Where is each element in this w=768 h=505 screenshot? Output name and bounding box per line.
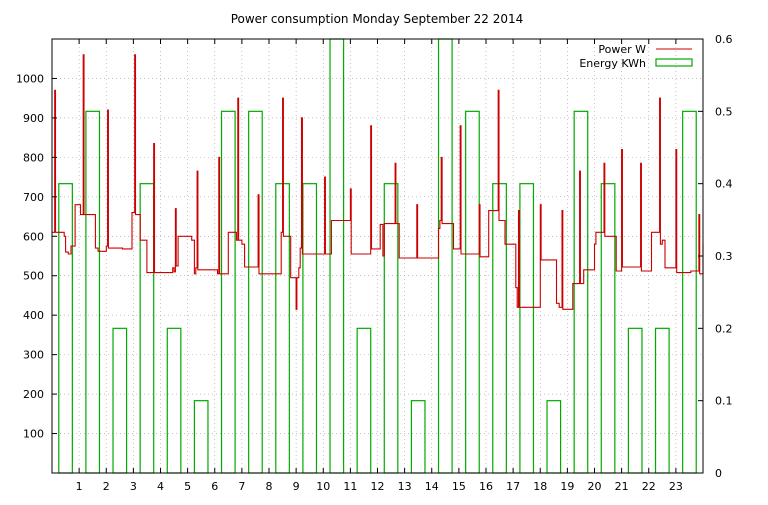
y-right-tick-label: 0.5 (715, 105, 733, 118)
energy-bar (546, 400, 562, 474)
energy-bar (302, 183, 318, 474)
y-left-tick-label: 100 (23, 428, 44, 441)
x-tick-label: 18 (533, 480, 547, 493)
x-tick-label: 9 (293, 480, 300, 493)
x-tick-label: 4 (157, 480, 164, 493)
energy-bar (329, 38, 345, 474)
x-tick-label: 19 (560, 480, 574, 493)
x-tick-label: 3 (130, 480, 137, 493)
y-left-tick-label: 700 (23, 191, 44, 204)
y-left-tick-label: 400 (23, 309, 44, 322)
y-left-tick-label: 200 (23, 388, 44, 401)
energy-bar (410, 400, 426, 474)
x-tick-label: 5 (184, 480, 191, 493)
legend: Power W Energy KWh (579, 43, 693, 70)
energy-bar (220, 110, 236, 474)
grid (52, 39, 703, 473)
energy-bar (627, 327, 643, 474)
x-tick-label: 15 (452, 480, 466, 493)
energy-bar (573, 110, 589, 474)
x-tick-label: 23 (669, 480, 683, 493)
y-right-tick-label: 0 (715, 467, 722, 480)
x-tick-label: 6 (211, 480, 218, 493)
x-tick-label: 2 (103, 480, 110, 493)
y-right-tick-label: 0.6 (715, 33, 733, 46)
y-left-tick-label: 900 (23, 112, 44, 125)
y-axis-left: 100 200 300 400 500 600 700 800 900 1000 (16, 72, 57, 441)
y-left-tick-label: 300 (23, 349, 44, 362)
legend-label-power: Power W (598, 43, 646, 56)
y-right-tick-label: 0.4 (715, 178, 733, 191)
power-line (52, 54, 704, 310)
x-tick-label: 16 (479, 480, 493, 493)
y-left-tick-label: 500 (23, 270, 44, 283)
energy-bar (654, 327, 670, 474)
legend-label-energy: Energy KWh (579, 57, 646, 70)
energy-bar (112, 327, 128, 474)
power-series (52, 54, 704, 310)
y-left-tick-label: 1000 (16, 72, 44, 85)
energy-bar (465, 110, 480, 474)
y-left-tick-label: 800 (23, 151, 44, 164)
x-axis: 1 2 3 4 5 6 7 8 9 10 11 12 13 14 15 16 17 18 19 20 21 22 23 (76, 39, 683, 493)
energy-bar (356, 327, 372, 474)
chart-title: Power consumption Monday September 22 20… (231, 12, 524, 26)
x-tick-label: 22 (642, 480, 656, 493)
energy-bar (437, 38, 453, 474)
energy-bar (492, 183, 507, 474)
x-tick-label: 10 (316, 480, 330, 493)
x-tick-label: 20 (588, 480, 602, 493)
energy-bar (519, 183, 535, 474)
x-tick-label: 14 (425, 480, 439, 493)
y-axis-right: 0 0.1 0.2 0.3 0.4 0.5 0.6 (698, 33, 733, 480)
x-tick-label: 17 (506, 480, 520, 493)
energy-bar (139, 183, 155, 474)
x-tick-label: 1 (76, 480, 83, 493)
energy-bar (58, 183, 73, 474)
y-right-tick-label: 0.3 (715, 250, 733, 263)
legend-swatch-energy (655, 58, 693, 67)
energy-bar (682, 110, 697, 474)
y-right-tick-label: 0.1 (715, 395, 733, 408)
x-tick-label: 21 (615, 480, 629, 493)
x-tick-label: 11 (343, 480, 357, 493)
x-tick-label: 12 (371, 480, 385, 493)
y-left-tick-label: 600 (23, 230, 44, 243)
x-tick-label: 13 (398, 480, 412, 493)
energy-bar (193, 400, 209, 474)
x-tick-label: 8 (266, 480, 273, 493)
energy-bar (383, 183, 399, 474)
energy-bar (600, 183, 616, 474)
energy-bar (85, 110, 101, 474)
x-tick-label: 7 (238, 480, 245, 493)
y-right-tick-label: 0.2 (715, 322, 733, 335)
energy-bar (248, 110, 263, 474)
energy-bar (166, 327, 182, 474)
